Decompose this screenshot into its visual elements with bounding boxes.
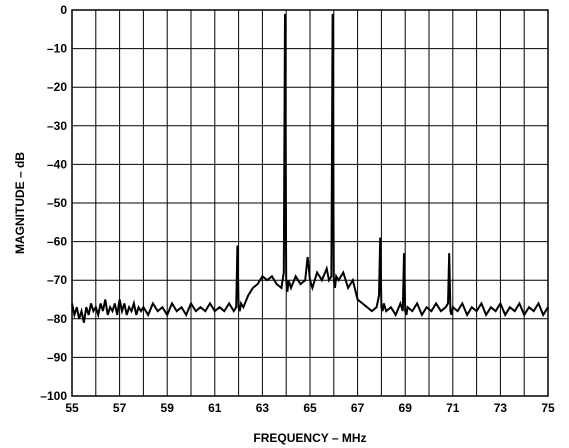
x-tick-labels: 55 57 59 61 63 65 67 69 71 73 75 (65, 401, 555, 415)
x-tick-label: 59 (161, 401, 175, 415)
y-tick-label: –40 (47, 157, 67, 171)
x-axis-title: FREQUENCY – MHz (253, 431, 366, 445)
y-tick-label: 0 (60, 3, 67, 17)
y-tick-label: –10 (47, 42, 67, 56)
x-tick-label: 57 (113, 401, 127, 415)
plot-frame (71, 9, 549, 397)
y-tick-label: –100 (40, 389, 67, 403)
y-tick-label: –90 (47, 350, 67, 364)
x-tick-label: 71 (446, 401, 460, 415)
x-tick-label: 65 (303, 401, 317, 415)
y-tick-label: –60 (47, 235, 67, 249)
x-tick-label: 75 (541, 401, 555, 415)
x-tick-label: 55 (65, 401, 79, 415)
y-axis-title: MAGNITUDE – dB (13, 152, 27, 254)
y-tick-labels: 0 –10 –20 –30 –40 –50 –60 –70 –80 –90 –100 (40, 3, 67, 403)
y-tick-label: –50 (47, 196, 67, 210)
y-tick-label: –30 (47, 119, 67, 133)
y-tick-label: –70 (47, 273, 67, 287)
x-tick-label: 69 (399, 401, 413, 415)
y-tick-label: –20 (47, 80, 67, 94)
grid-lines (71, 9, 549, 397)
x-tick-label: 63 (256, 401, 270, 415)
x-tick-label: 73 (494, 401, 508, 415)
y-tick-label: –80 (47, 312, 67, 326)
x-tick-label: 61 (208, 401, 222, 415)
x-tick-label: 67 (351, 401, 365, 415)
magnitude-trace (71, 13, 549, 323)
